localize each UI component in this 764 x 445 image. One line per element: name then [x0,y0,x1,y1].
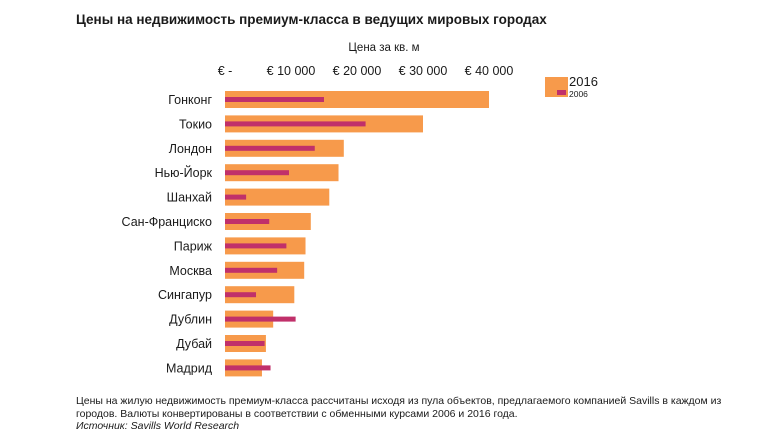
x-tick-label: € - [218,64,233,78]
x-ticks: € - € 10 000 € 20 000 € 30 000 € 40 000 [218,64,514,78]
category-label: Дублин [169,313,212,327]
footnote: Цены на жилую недвижимость премиум-класс… [76,395,736,433]
chart-title: Цены на недвижимость премиум-класса в ве… [76,12,547,27]
bar-2006 [225,243,287,249]
bar-2006 [225,365,271,371]
bar-2006 [225,267,278,273]
legend-label-2016: 2016 [569,74,598,89]
bar-2016 [225,286,295,304]
category-label: Гонконг [168,93,212,107]
bar-2006 [225,121,366,127]
category-label: Сан-Франциско [122,215,212,229]
category-label: Нью-Йорк [155,165,213,180]
x-tick-label: € 40 000 [465,64,514,78]
bar-2006 [225,145,315,151]
category-label: Шанхай [167,191,212,205]
bar-2016 [225,91,489,108]
bar-2006 [225,170,290,176]
category-label: Париж [174,239,213,253]
category-label: Дубай [176,337,212,351]
x-axis-label: Цена за кв. м [348,42,419,54]
footnote-text: Цены на жилую недвижимость премиум-класс… [76,395,722,420]
bar-2006 [225,292,257,298]
bar-2006 [225,341,265,346]
category-label: Лондон [169,142,212,156]
bar-2006 [225,97,324,102]
category-label: Сингапур [158,288,212,302]
category-label: Мадрид [166,361,213,375]
x-tick-label: € 10 000 [267,64,316,78]
legend-label-2006: 2006 [569,89,588,99]
category-labels: Гонконг Токио Лондон Нью-Йорк Шанхай Сан-Фран… [122,93,213,375]
bar-2006 [225,316,296,322]
bars [225,91,489,377]
legend-swatch-2006 [557,90,566,95]
bar-2006 [225,219,270,224]
category-label: Токио [179,117,212,131]
bar-2006 [225,194,247,200]
x-tick-label: € 20 000 [333,64,382,78]
source-text: Источник: Savills World Research [76,420,240,432]
bar-2016 [225,188,330,206]
x-tick-label: € 30 000 [399,64,448,78]
category-label: Москва [169,264,212,278]
